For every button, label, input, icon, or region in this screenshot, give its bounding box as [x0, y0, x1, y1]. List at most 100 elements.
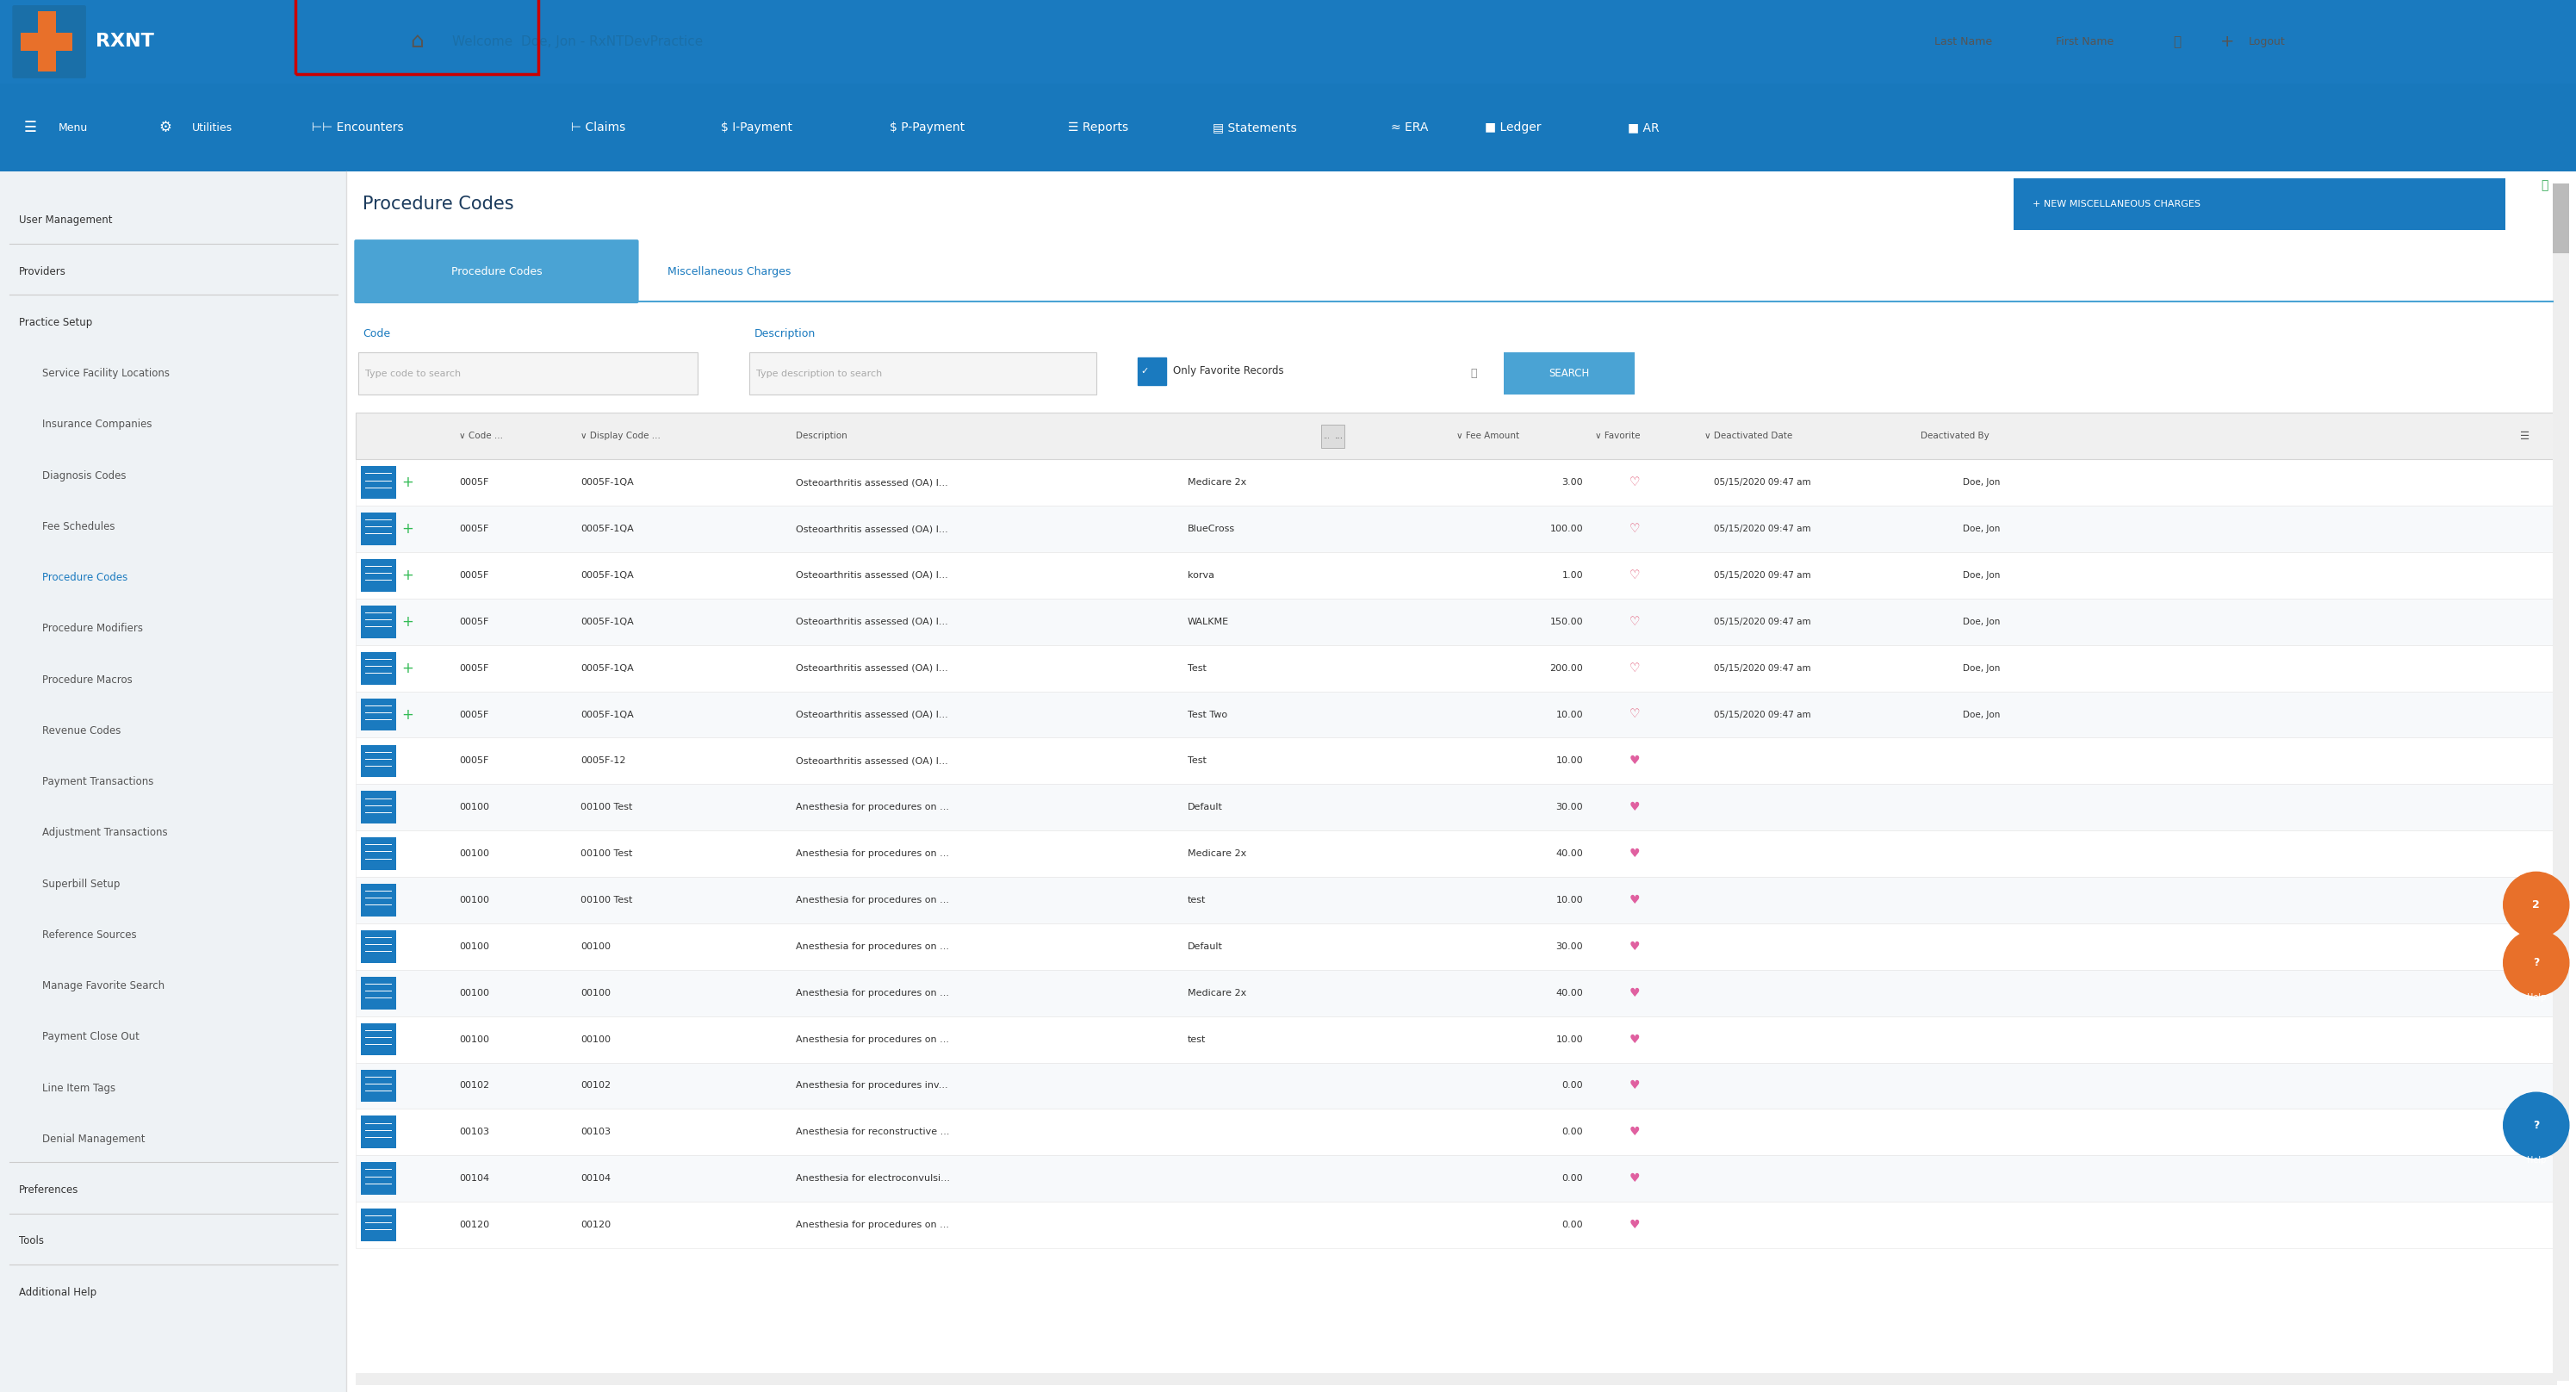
Text: 05/15/2020 09:47 am: 05/15/2020 09:47 am	[1713, 571, 1811, 579]
Text: Procedure Codes: Procedure Codes	[41, 572, 129, 583]
Text: $ I-Payment: $ I-Payment	[721, 121, 793, 134]
Text: ■ Ledger: ■ Ledger	[1484, 121, 1540, 134]
Bar	[361, 884, 397, 916]
Bar	[355, 505, 2558, 553]
Text: 00100 Test: 00100 Test	[580, 849, 634, 857]
Text: Anesthesia for procedures on ...: Anesthesia for procedures on ...	[796, 1036, 951, 1044]
Text: 00100: 00100	[459, 849, 489, 857]
Text: 00100 Test: 00100 Test	[580, 803, 634, 812]
Text: Medicare 2x: Medicare 2x	[1188, 988, 1247, 997]
Text: 00104: 00104	[580, 1175, 611, 1183]
Text: Practice Setup: Practice Setup	[18, 317, 93, 329]
Text: 30.00: 30.00	[1556, 803, 1584, 812]
Text: 00100: 00100	[459, 1036, 489, 1044]
Text: 0005F: 0005F	[459, 710, 489, 718]
Bar	[750, 352, 1095, 394]
Text: 0005F-12: 0005F-12	[580, 757, 626, 766]
Text: Last Name: Last Name	[1935, 36, 1991, 47]
Text: 0.00: 0.00	[1561, 1175, 1584, 1183]
Text: test: test	[1188, 896, 1206, 905]
Text: 00100: 00100	[459, 803, 489, 812]
Text: ⊢⊢ Encounters: ⊢⊢ Encounters	[312, 121, 404, 134]
Text: ♥: ♥	[1628, 894, 1641, 906]
Text: ♡: ♡	[1628, 523, 1641, 535]
Text: Osteoarthritis assessed (OA) I...: Osteoarthritis assessed (OA) I...	[796, 618, 948, 626]
Text: 0005F: 0005F	[459, 757, 489, 766]
Text: Menu: Menu	[59, 122, 88, 134]
Text: Medicare 2x: Medicare 2x	[1188, 849, 1247, 857]
Bar	[355, 1109, 2558, 1155]
Bar	[361, 838, 397, 870]
Bar	[355, 644, 2558, 692]
Bar	[355, 599, 2558, 644]
Text: Procedure Codes: Procedure Codes	[363, 195, 515, 213]
Text: Deactivated By: Deactivated By	[1919, 432, 1989, 440]
FancyBboxPatch shape	[13, 6, 85, 78]
Text: Doe, Jon: Doe, Jon	[1963, 571, 1999, 579]
Text: Osteoarthritis assessed (OA) I...: Osteoarthritis assessed (OA) I...	[796, 525, 948, 533]
Text: Doe, Jon: Doe, Jon	[1963, 618, 1999, 626]
Text: Osteoarthritis assessed (OA) I...: Osteoarthritis assessed (OA) I...	[796, 479, 948, 487]
Text: 10.00: 10.00	[1556, 710, 1584, 718]
Text: Anesthesia for procedures on ...: Anesthesia for procedures on ...	[796, 1221, 951, 1229]
Text: 00103: 00103	[580, 1128, 611, 1136]
Text: ♡: ♡	[1628, 569, 1641, 582]
Text: test: test	[1188, 1036, 1206, 1044]
Text: Diagnosis Codes: Diagnosis Codes	[41, 470, 126, 482]
Text: Procedure Codes: Procedure Codes	[451, 266, 541, 277]
Text: ♥: ♥	[1628, 1080, 1641, 1091]
Text: ♥: ♥	[1628, 941, 1641, 952]
Text: Superbill Setup: Superbill Setup	[41, 878, 121, 889]
Text: 0005F: 0005F	[459, 525, 489, 533]
Text: 00100 Test: 00100 Test	[580, 896, 634, 905]
Text: ♥: ♥	[1628, 754, 1641, 767]
Bar	[2553, 184, 2568, 1381]
Text: 0005F-1QA: 0005F-1QA	[580, 618, 634, 626]
Text: Osteoarthritis assessed (OA) I...: Osteoarthritis assessed (OA) I...	[796, 664, 948, 672]
Text: 05/15/2020 09:47 am: 05/15/2020 09:47 am	[1713, 664, 1811, 672]
Text: +: +	[2221, 33, 2233, 50]
Bar	[355, 831, 2558, 877]
Text: 30.00: 30.00	[1556, 942, 1584, 951]
Text: Osteoarthritis assessed (OA) I...: Osteoarthritis assessed (OA) I...	[796, 571, 948, 579]
Text: 🍃: 🍃	[2540, 180, 2548, 192]
Text: Logout: Logout	[2249, 36, 2285, 47]
Text: 05/15/2020 09:47 am: 05/15/2020 09:47 am	[1713, 618, 1811, 626]
Text: +: +	[402, 521, 415, 537]
Text: 00120: 00120	[459, 1221, 489, 1229]
Text: 0005F: 0005F	[459, 479, 489, 487]
Text: Additional Help: Additional Help	[18, 1286, 95, 1297]
Text: Doe, Jon: Doe, Jon	[1963, 710, 1999, 718]
Text: ♡: ♡	[1628, 709, 1641, 721]
Text: User Management: User Management	[18, 214, 113, 226]
Text: ♥: ♥	[1628, 848, 1641, 860]
Bar	[358, 352, 698, 394]
Bar	[355, 553, 2558, 599]
Text: Anesthesia for electroconvulsi...: Anesthesia for electroconvulsi...	[796, 1175, 951, 1183]
Text: RXNT: RXNT	[95, 33, 155, 50]
Text: Fee Schedules: Fee Schedules	[41, 521, 116, 532]
Text: 40.00: 40.00	[1556, 849, 1584, 857]
Text: Line Item Tags: Line Item Tags	[41, 1083, 116, 1094]
Text: ∨ Deactivated Date: ∨ Deactivated Date	[1705, 432, 1793, 440]
Text: Help: Help	[2527, 1155, 2545, 1164]
Bar	[1321, 425, 1345, 448]
Text: 00100: 00100	[580, 942, 611, 951]
Text: Payment Close Out: Payment Close Out	[41, 1031, 139, 1043]
Text: 00100: 00100	[459, 896, 489, 905]
Text: ♥: ♥	[1628, 987, 1641, 999]
FancyBboxPatch shape	[355, 239, 639, 303]
Text: Anesthesia for procedures on ...: Anesthesia for procedures on ...	[796, 988, 951, 997]
Text: 40.00: 40.00	[1556, 988, 1584, 997]
Text: ♥: ♥	[1628, 1172, 1641, 1185]
Text: 🔍: 🔍	[1471, 367, 1476, 379]
Text: Manage Favorite Search: Manage Favorite Search	[41, 980, 165, 991]
Text: ☰ Reports: ☰ Reports	[1069, 121, 1128, 134]
Text: Anesthesia for procedures on ...: Anesthesia for procedures on ...	[796, 803, 951, 812]
Text: 2: 2	[2532, 899, 2540, 910]
Bar	[21, 32, 72, 52]
Text: + NEW MISCELLANEOUS CHARGES: + NEW MISCELLANEOUS CHARGES	[2032, 200, 2200, 209]
Text: 10.00: 10.00	[1556, 1036, 1584, 1044]
Text: BlueCross: BlueCross	[1188, 525, 1234, 533]
Text: ♡: ♡	[1628, 476, 1641, 489]
